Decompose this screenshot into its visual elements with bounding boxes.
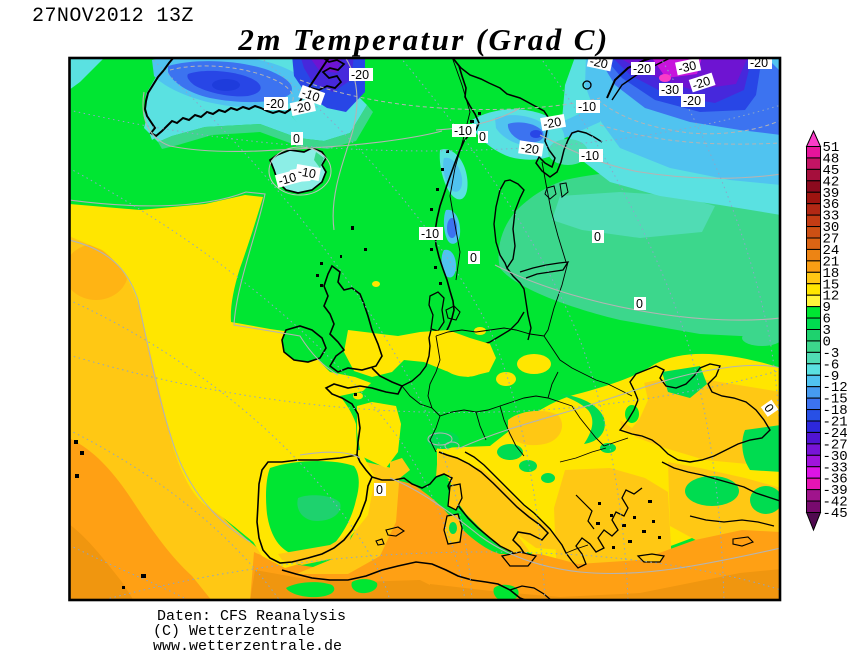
svg-text:-20: -20 [750,56,768,70]
svg-text:-20: -20 [292,99,313,116]
svg-text:42: 42 [823,174,840,190]
svg-text:51: 51 [823,140,840,156]
svg-text:-36: -36 [823,472,848,488]
svg-text:6: 6 [823,312,831,328]
svg-text:-18: -18 [823,403,848,419]
svg-text:-20: -20 [589,54,610,71]
svg-text:39: 39 [823,186,840,202]
svg-text:0: 0 [470,251,477,265]
svg-text:-39: -39 [823,483,848,499]
svg-text:0: 0 [479,130,486,144]
svg-text:-24: -24 [823,426,848,442]
svg-text:-30: -30 [823,449,848,465]
svg-text:0: 0 [823,334,831,350]
svg-text:18: 18 [823,266,840,282]
svg-text:-30: -30 [661,83,679,97]
svg-text:-10: -10 [421,227,439,241]
svg-text:-10: -10 [578,100,596,114]
svg-text:33: 33 [823,209,840,225]
svg-text:-30: -30 [677,58,698,75]
svg-text:-3: -3 [823,346,840,362]
svg-text:3: 3 [823,323,831,339]
svg-text:-33: -33 [823,460,848,476]
svg-text:15: 15 [823,277,840,293]
svg-text:27NOV2012 13Z: 27NOV2012 13Z [32,5,194,28]
svg-text:48: 48 [823,151,840,167]
svg-text:2m Temperatur (Grad C): 2m Temperatur (Grad C) [237,22,609,57]
svg-text:-9: -9 [823,369,840,385]
svg-text:-10: -10 [277,170,298,188]
svg-text:-42: -42 [823,495,848,511]
svg-text:-27: -27 [823,437,848,453]
svg-text:36: 36 [823,197,840,213]
svg-text:-45: -45 [823,506,848,522]
svg-text:-10: -10 [454,124,472,138]
svg-text:-21: -21 [823,415,848,431]
svg-text:0: 0 [594,230,601,244]
svg-text:-20: -20 [542,115,562,132]
svg-text:-15: -15 [823,392,848,408]
svg-text:-10: -10 [297,164,317,181]
svg-text:27: 27 [823,232,840,248]
svg-text:-20: -20 [683,94,701,108]
svg-text:30: 30 [823,220,840,236]
svg-text:12: 12 [823,289,840,305]
svg-text:Daten: CFS Reanalysis: Daten: CFS Reanalysis [157,608,346,625]
svg-text:-6: -6 [823,357,840,373]
svg-text:-10: -10 [300,86,322,105]
svg-text:24: 24 [823,243,840,259]
svg-text:21: 21 [823,254,840,270]
svg-text:-20: -20 [633,62,651,76]
svg-text:-20: -20 [520,141,540,157]
svg-text:-20: -20 [351,68,369,82]
svg-text:www.wetterzentrale.de: www.wetterzentrale.de [153,638,342,655]
svg-text:-20: -20 [266,97,284,111]
svg-text:45: 45 [823,163,840,179]
svg-text:-12: -12 [823,380,848,396]
svg-text:0: 0 [376,483,383,497]
svg-text:-20: -20 [691,74,713,93]
svg-text:9: 9 [823,300,831,316]
svg-text:0: 0 [293,132,300,146]
svg-text:0: 0 [636,297,643,311]
svg-text:(C) Wetterzentrale: (C) Wetterzentrale [153,623,315,640]
svg-text:-10: -10 [581,149,599,163]
